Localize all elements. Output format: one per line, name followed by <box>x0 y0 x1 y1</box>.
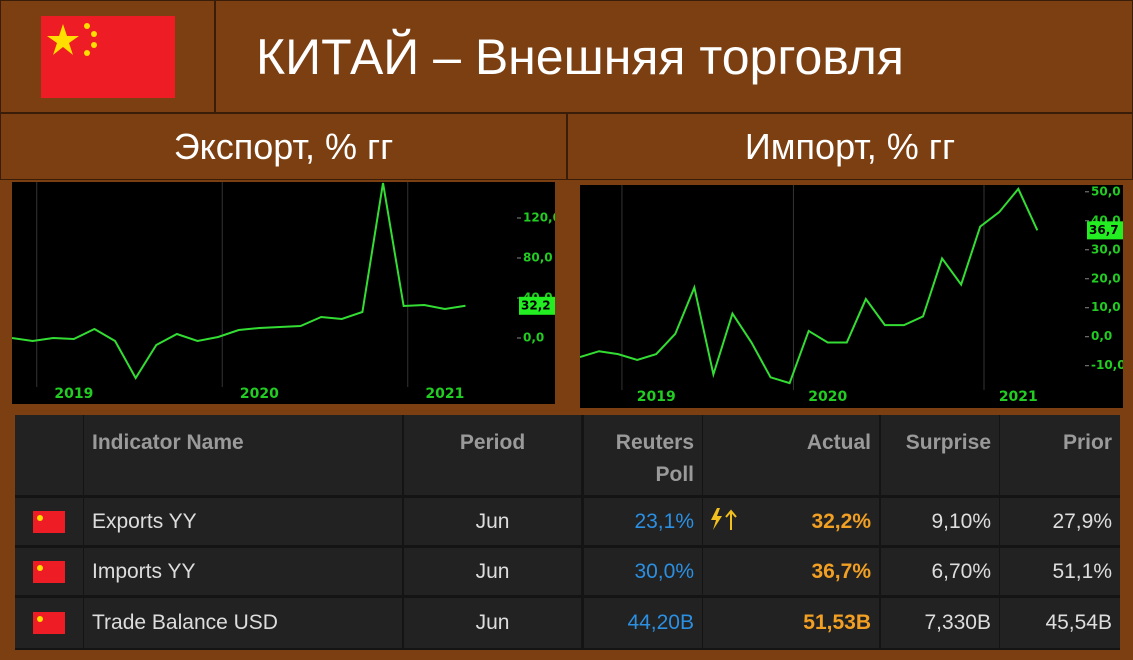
table-cell: Prior <box>1000 415 1120 495</box>
table-cell: 51,53B <box>703 598 879 648</box>
table-cell: Reuters Poll <box>584 415 702 495</box>
last-value-label: 36,7 <box>1089 223 1119 237</box>
x-tick-label: 2020 <box>808 389 847 405</box>
table-cell: 7,330B <box>881 598 999 648</box>
x-tick-label: 2021 <box>425 386 464 402</box>
y-tick-label: -10,0 <box>1091 358 1123 372</box>
y-tick-label: 120,0 <box>523 211 555 225</box>
flag-icon <box>33 612 65 634</box>
x-tick-label: 2021 <box>999 389 1038 405</box>
y-tick-label: 80,0 <box>523 251 553 265</box>
flag-cell <box>15 498 83 545</box>
y-tick-label: 0,0 <box>523 331 544 345</box>
flag-icon <box>33 560 65 583</box>
x-tick-label: 2019 <box>54 386 93 402</box>
table: Indicator Name Period Reuters Poll Actual Su… <box>15 415 1120 650</box>
table-cell: 36,7% <box>703 548 879 595</box>
table-cell: 45,54B <box>1000 598 1120 648</box>
table-cell: Jun <box>404 548 581 595</box>
flag <box>40 15 175 98</box>
table-cell: 23,1% <box>584 498 702 545</box>
x-tick-label: 2020 <box>240 386 279 402</box>
y-tick-label: 30,0 <box>1091 242 1121 256</box>
table-cell: 27,9% <box>1000 498 1120 545</box>
table-cell: Exports YY <box>84 498 402 545</box>
chart-title: Экспорт, % гг <box>0 113 567 180</box>
y-tick-label: 20,0 <box>1091 271 1121 285</box>
chart: 2019 2020 2021-10,00,010,020,030,040,050,0… <box>580 185 1123 408</box>
flag-cell <box>15 598 83 648</box>
flag-box <box>0 0 215 113</box>
table-cell: 32,2% <box>703 498 879 545</box>
last-value-box <box>1087 221 1123 240</box>
flag-cell <box>15 548 83 595</box>
table-cell: Surprise <box>881 415 999 495</box>
flag-cell <box>15 415 83 495</box>
flag-icon <box>33 510 65 533</box>
y-tick-label: 10,0 <box>1091 300 1121 314</box>
table-cell: Imports YY <box>84 548 402 595</box>
line <box>580 187 1039 385</box>
table-cell: Period <box>404 415 581 495</box>
y-tick-label: 50,0 <box>1091 185 1121 198</box>
table-cell: Jun <box>404 498 581 545</box>
x-tick-label: 2019 <box>637 389 676 405</box>
table-cell: Actual <box>703 415 879 495</box>
table-cell: 9,10% <box>881 498 999 545</box>
last-value-label: 32,2 <box>521 298 551 312</box>
table-cell: Indicator Name <box>84 415 402 495</box>
last-value-box <box>519 296 555 315</box>
page-title: КИТАЙ – Внешняя торговля <box>215 0 1133 113</box>
y-tick-label: 0,0 <box>1091 329 1112 343</box>
alert-icon <box>711 508 737 530</box>
table-cell: 44,20B <box>584 598 702 648</box>
table-cell: 30,0% <box>584 548 702 595</box>
table-cell: 6,70% <box>881 548 999 595</box>
line <box>12 182 466 380</box>
table-cell: 51,1% <box>1000 548 1120 595</box>
chart-title: Импорт, % гг <box>567 113 1133 180</box>
table-cell: Trade Balance USD <box>84 598 402 648</box>
table-cell: Jun <box>404 598 581 648</box>
